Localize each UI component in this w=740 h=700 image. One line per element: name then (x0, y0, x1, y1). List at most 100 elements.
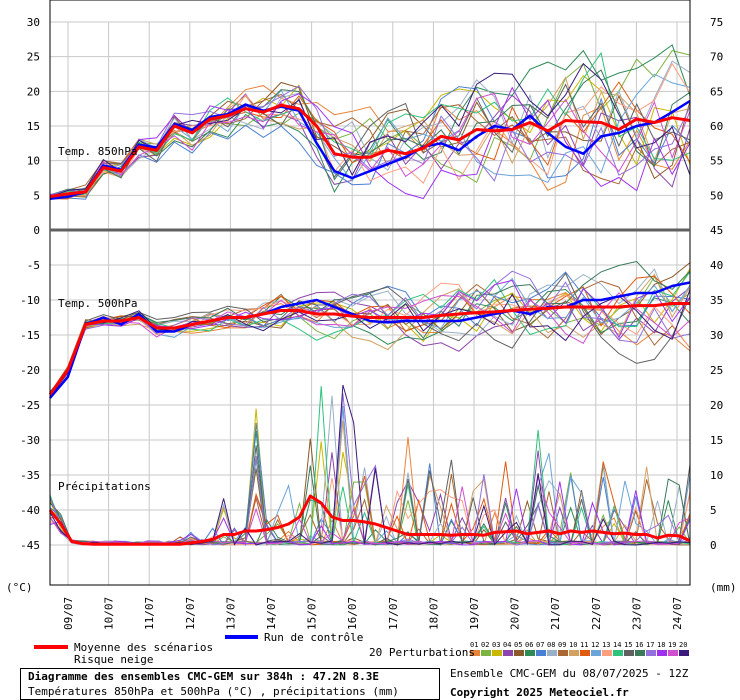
right-unit: (mm) (710, 581, 737, 594)
date-label: 24/07 (671, 597, 684, 630)
date-label: 12/07 (184, 597, 197, 630)
legend-perturbation-swatch (580, 650, 590, 656)
member-500-06 (49, 288, 691, 397)
member-500-14 (49, 271, 691, 398)
control-line-850 (49, 99, 691, 201)
footer-subtitle: Températures 850hPa et 500hPa (°C) , pré… (28, 685, 399, 698)
date-label: 16/07 (346, 597, 359, 630)
legend-perturbation-swatch (591, 650, 601, 656)
left-tick-850: 20 (27, 85, 40, 98)
legend-perturbation-id: 09 (558, 641, 566, 649)
member-500-04 (49, 287, 691, 394)
legend-perturbation-swatch (646, 650, 656, 656)
date-label: 18/07 (427, 597, 440, 630)
legend-perturbation-swatch (635, 650, 645, 656)
mean-line-500 (48, 302, 690, 396)
legend-perturbation-id: 18 (657, 641, 665, 649)
legend-perturbation-id: 16 (635, 641, 643, 649)
left-tick-500: -30 (20, 434, 40, 447)
copyright: Copyright 2025 Meteociel.fr (450, 686, 629, 699)
main-series (48, 99, 691, 546)
left-tick-850: 5 (33, 189, 40, 202)
member-500-07 (49, 271, 691, 396)
legend-perturbation-id: 02 (481, 641, 489, 649)
left-tick-500: -15 (20, 329, 40, 342)
right-tick-500: 40 (710, 259, 723, 272)
legend-perturbation-id: 15 (624, 641, 632, 649)
legend-perturbation-swatch (679, 650, 689, 656)
legend-perturbation-swatch (503, 650, 513, 656)
left-tick-500: -20 (20, 364, 40, 377)
legend-perturbation-swatch (668, 650, 678, 656)
legend-perturbation-id: 04 (503, 641, 511, 649)
legend-perturbation-id: 10 (569, 641, 577, 649)
legend-perturbation-swatch (492, 650, 502, 656)
right-tick-500: 15 (710, 434, 723, 447)
perturbation-members (49, 44, 691, 547)
run-info: Ensemble CMC-GEM du 08/07/2025 - 12Z (450, 667, 689, 680)
member-500-09 (49, 280, 691, 394)
member-850-08 (49, 60, 691, 199)
legend-perturbation-id: 14 (613, 641, 621, 649)
member-500-17 (49, 270, 691, 397)
right-tick-850: 45 (710, 224, 723, 237)
member-850-10 (49, 76, 691, 198)
legend-perturbation-id: 20 (679, 641, 687, 649)
legend-perturbation-swatch (536, 650, 546, 656)
legend-perturbation-swatch (624, 650, 634, 656)
left-tick-500: -35 (20, 469, 40, 482)
right-tick-850: 50 (710, 189, 723, 202)
plot-frame (49, 0, 691, 586)
right-tick-850: 70 (710, 51, 723, 64)
label-500: Temp. 500hPa (58, 297, 137, 310)
date-label: 15/07 (306, 597, 319, 630)
member-500-15 (49, 272, 691, 395)
legend-perturbation-id: 19 (668, 641, 676, 649)
left-axis: 0 5 10 15 20 25 30 -5 -10 -15 -20 -25 -30 -35 -40 -45 (20, 16, 40, 552)
member-850-05 (49, 81, 691, 198)
right-tick-500: 30 (710, 329, 723, 342)
date-label: 14/07 (265, 597, 278, 630)
left-tick-500: -40 (20, 504, 40, 517)
right-tick-850: 55 (710, 155, 723, 168)
legend-perturbation-swatch (481, 650, 491, 656)
member-850-06 (49, 44, 691, 197)
legend-perturbation-swatch (514, 650, 524, 656)
legend-perturbation-swatch (525, 650, 535, 656)
date-label: 13/07 (224, 597, 237, 630)
left-tick-500: -25 (20, 399, 40, 412)
label-850: Temp. 850hPa (58, 145, 137, 158)
member-850-16 (49, 69, 691, 196)
legend-control-label: Run de contrôle (264, 631, 363, 644)
legend-perturbation-swatch (613, 650, 623, 656)
date-label: 10/07 (103, 597, 116, 630)
member-500-19 (49, 292, 691, 394)
right-tick-500: 25 (710, 364, 723, 377)
right-tick-500: 10 (710, 469, 723, 482)
left-tick-500: -45 (20, 539, 40, 552)
legend-perturbation-swatch (569, 650, 579, 656)
date-label: 17/07 (387, 597, 400, 630)
member-850-07 (49, 86, 691, 200)
date-label: 11/07 (143, 597, 156, 630)
left-tick-500: -5 (27, 259, 40, 272)
legend-perturbation-id: 07 (536, 641, 544, 649)
legend-perturbations-label: 20 Perturbations (369, 646, 475, 659)
legend-perturbation-swatch (657, 650, 667, 656)
legend-perturbation-id: 08 (547, 641, 555, 649)
date-label: 20/07 (509, 597, 522, 630)
date-label: 21/07 (549, 597, 562, 630)
left-tick-500: -10 (20, 294, 40, 307)
legend-perturbation-id: 05 (514, 641, 522, 649)
legend-perturbation-id: 17 (646, 641, 654, 649)
member-500-18 (49, 279, 691, 394)
date-label: 09/07 (62, 597, 75, 630)
right-tick-500: 0 (710, 539, 717, 552)
legend-perturbation-id: 12 (591, 641, 599, 649)
member-500-03 (49, 268, 691, 394)
right-tick-500: 35 (710, 294, 723, 307)
right-tick-500: 5 (710, 504, 717, 517)
legend-perturbation-id: 06 (525, 641, 533, 649)
